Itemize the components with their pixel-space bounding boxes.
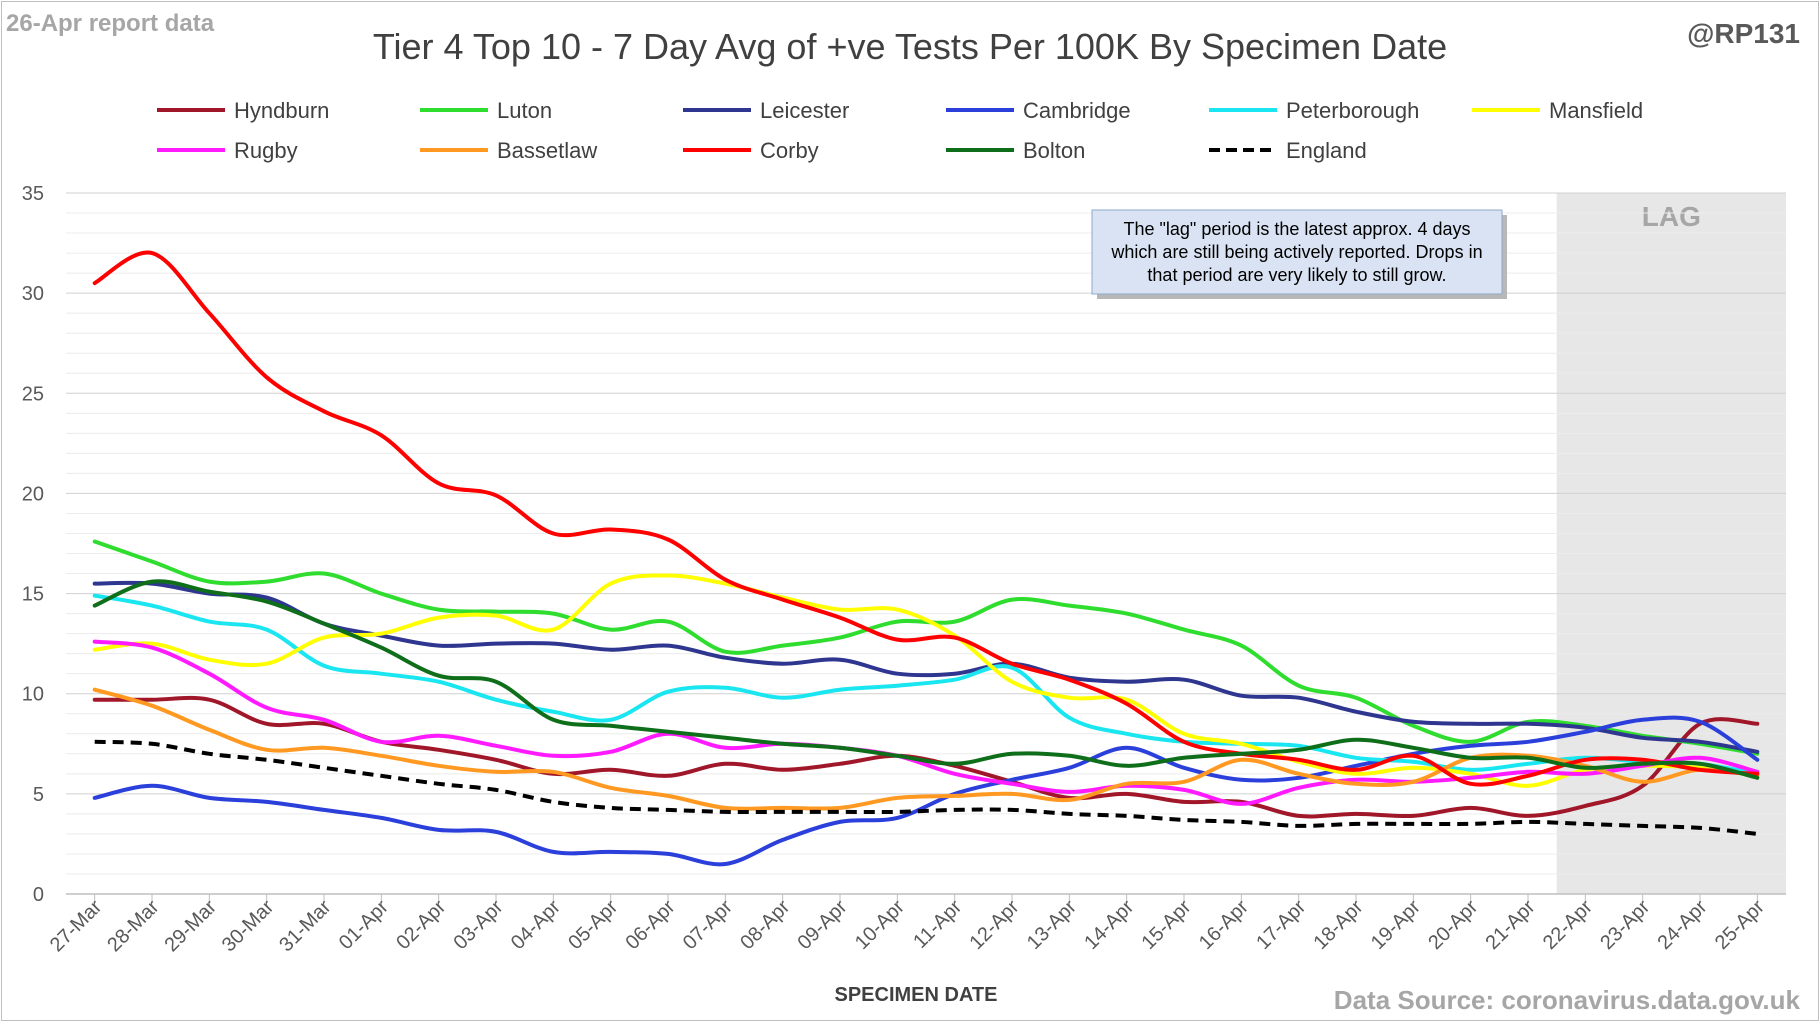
x-tick-label: 21-Apr [1482, 896, 1540, 954]
x-tick-label: 24-Apr [1654, 896, 1712, 954]
x-tick-label: 04-Apr [507, 896, 565, 954]
legend-label-peterborough: Peterborough [1286, 98, 1419, 123]
legend: Hyndburn Luton Leicester Cambridge Peterboro… [157, 98, 1643, 163]
lag-note-box: The "lag" period is the latest approx. 4… [1091, 209, 1507, 299]
lag-label: LAG [1642, 201, 1701, 232]
x-tick-label: 16-Apr [1195, 896, 1253, 954]
x-tick-label: 02-Apr [392, 896, 450, 954]
x-tick-label: 15-Apr [1138, 896, 1196, 954]
x-tick-label: 29-Mar [161, 896, 222, 957]
series-lines [92, 250, 1760, 867]
series-line-peterborough [92, 593, 1760, 776]
lag-note-text: The "lag" period is the latest approx. 4… [1110, 219, 1482, 285]
note-box [1091, 209, 1503, 295]
x-tick-label: 13-Apr [1023, 896, 1081, 954]
y-tick-label: 35 [22, 183, 44, 205]
series-line-england [94, 739, 1758, 836]
x-tick-label: 20-Apr [1424, 896, 1482, 954]
series-line-bassetlaw [92, 687, 1760, 811]
y-tick-label: 0 [33, 884, 44, 906]
y-tick-label: 10 [22, 684, 44, 706]
legend-label-bolton: Bolton [1023, 138, 1085, 163]
x-tick-label: 22-Apr [1539, 896, 1597, 954]
y-tick-label: 15 [22, 584, 44, 606]
data-source-label: Data Source: coronavirus.data.gov.uk [1333, 985, 1800, 1015]
x-tick-label: 12-Apr [966, 896, 1024, 954]
lag-region: LAG [1556, 193, 1786, 894]
x-tick-label: 10-Apr [851, 896, 909, 954]
x-axis-title: SPECIMEN DATE [835, 984, 998, 1006]
chart-title: Tier 4 Top 10 - 7 Day Avg of +ve Tests P… [372, 26, 1448, 67]
series-line-rugby [92, 639, 1760, 806]
gridlines [66, 192, 1786, 895]
series-line-cambridge [92, 715, 1760, 867]
legend-label-rugby: Rugby [234, 138, 298, 163]
legend-label-corby: Corby [760, 138, 819, 163]
y-tick-label: 20 [22, 483, 44, 505]
legend-label-leicester: Leicester [760, 98, 849, 123]
x-tick-label: 18-Apr [1310, 896, 1368, 954]
y-tick-label: 25 [22, 383, 44, 405]
y-tick-label: 5 [33, 784, 44, 806]
x-tick-label: 17-Apr [1252, 896, 1310, 954]
author-handle: @RP131 [1687, 18, 1800, 49]
x-tick-label: 27-Mar [46, 896, 107, 957]
x-tick-label: 01-Apr [335, 896, 393, 954]
lag-shade [1556, 193, 1786, 894]
series-line-bolton [92, 579, 1760, 780]
x-tick-label: 06-Apr [622, 896, 680, 954]
legend-label-cambridge: Cambridge [1023, 98, 1131, 123]
x-tick-label: 14-Apr [1080, 896, 1138, 954]
series-line-corby [92, 250, 1760, 787]
y-tick-label: 30 [22, 283, 44, 305]
x-tick-label: 31-Mar [275, 896, 336, 957]
axes: 0 5 10 15 20 25 30 35 27-Mar28-Mar29-Mar30-Mar31… [22, 183, 1786, 956]
x-tick-label: 28-Mar [103, 896, 164, 957]
x-tick-label: 08-Apr [736, 896, 794, 954]
x-tick-label: 07-Apr [679, 896, 737, 954]
legend-label-mansfield: Mansfield [1549, 98, 1643, 123]
series-line-mansfield [92, 573, 1760, 788]
legend-label-luton: Luton [497, 98, 552, 123]
x-tick-label: 05-Apr [564, 896, 622, 954]
x-tick-label: 25-Apr [1711, 896, 1769, 954]
x-tick-label: 09-Apr [794, 896, 852, 954]
x-tick-label: 30-Mar [218, 896, 279, 957]
x-tick-label: 11-Apr [909, 896, 966, 953]
x-tick-label: 19-Apr [1367, 896, 1425, 954]
report-date-label: 26-Apr report data [6, 10, 215, 37]
legend-label-bassetlaw: Bassetlaw [497, 138, 597, 163]
legend-label-hyndburn: Hyndburn [234, 98, 329, 123]
legend-label-england: England [1286, 138, 1367, 163]
x-tick-label: 03-Apr [450, 896, 508, 954]
x-tick-label: 23-Apr [1596, 896, 1654, 954]
